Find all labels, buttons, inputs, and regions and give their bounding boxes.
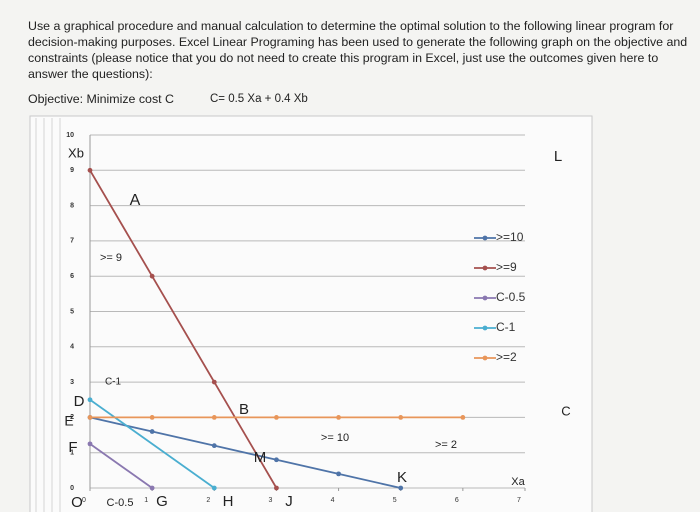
annotation: Xb bbox=[68, 145, 84, 160]
series-point bbox=[149, 415, 155, 420]
legend-marker bbox=[482, 235, 488, 241]
sheet-columns bbox=[35, 118, 61, 512]
legend-label: >=2 bbox=[496, 350, 517, 364]
x-tick-label: 1 bbox=[144, 497, 148, 504]
legend-marker bbox=[482, 295, 488, 301]
x-tick-label: 2 bbox=[206, 497, 210, 504]
series-point bbox=[211, 485, 217, 491]
legend-marker bbox=[482, 325, 488, 331]
y-tick-label: 7 bbox=[70, 238, 74, 245]
annotation: E bbox=[64, 413, 73, 429]
x-tick-label: 4 bbox=[331, 497, 335, 504]
annotation: M bbox=[254, 449, 267, 466]
x-tick-label: 5 bbox=[393, 497, 397, 504]
annotation: C-0.5 bbox=[107, 497, 134, 509]
series-point bbox=[460, 415, 466, 420]
annotation: C-1 bbox=[105, 377, 122, 388]
series-point bbox=[336, 471, 341, 477]
annotation: H bbox=[223, 493, 234, 510]
series-line bbox=[89, 399, 215, 489]
series-line bbox=[89, 443, 153, 489]
legend-label: >=10 bbox=[496, 230, 524, 244]
annotation: >= 9 bbox=[100, 252, 122, 264]
annotation: B bbox=[239, 401, 249, 418]
y-tick-label: 5 bbox=[70, 308, 74, 315]
legend-label: C-1 bbox=[496, 320, 516, 334]
annotation: F bbox=[68, 439, 77, 456]
annotation: >= 2 bbox=[435, 439, 457, 451]
series-point bbox=[274, 457, 279, 463]
x-tick-label: 3 bbox=[268, 497, 272, 504]
series-point bbox=[87, 167, 93, 173]
series-point bbox=[87, 441, 93, 447]
series-line bbox=[89, 416, 401, 489]
legend-marker bbox=[482, 355, 488, 361]
series-point bbox=[211, 443, 217, 449]
y-tick-label: 9 bbox=[70, 167, 74, 174]
annotation: A bbox=[130, 192, 141, 209]
y-tick-label: 6 bbox=[70, 273, 74, 280]
annotation: Xa bbox=[511, 476, 525, 488]
x-tick-label: 6 bbox=[455, 497, 459, 504]
annotation: L bbox=[554, 148, 562, 165]
y-tick-label: 1 bbox=[70, 450, 74, 457]
series-point bbox=[87, 415, 93, 420]
series-point bbox=[398, 415, 404, 420]
annotation: J bbox=[285, 493, 293, 510]
annotation: K bbox=[397, 469, 407, 486]
legend-label: C-0.5 bbox=[496, 290, 526, 304]
y-tick-label: 4 bbox=[70, 344, 74, 351]
series-point bbox=[149, 429, 155, 434]
objective-formula: C= 0.5 Xa + 0.4 Xb bbox=[210, 93, 308, 105]
annotation: O bbox=[71, 494, 83, 511]
question-text: Use a graphical procedure and manual cal… bbox=[28, 19, 688, 81]
series-point bbox=[274, 415, 279, 420]
legend-label: >=9 bbox=[496, 260, 517, 274]
series-point bbox=[274, 485, 279, 491]
annotation: C bbox=[561, 403, 570, 418]
series-point bbox=[149, 273, 155, 279]
y-tick-label: 0 bbox=[70, 485, 74, 492]
series-point bbox=[149, 485, 155, 491]
objective-label: Objective: Minimize cost C bbox=[28, 92, 174, 106]
y-tick-label: 10 bbox=[66, 132, 74, 139]
annotation: G bbox=[156, 493, 168, 510]
annotation: >= 10 bbox=[321, 432, 349, 444]
y-tick-label: 3 bbox=[70, 379, 74, 386]
series-line bbox=[89, 169, 278, 489]
series-point bbox=[211, 379, 217, 385]
x-tick-label: 7 bbox=[517, 497, 521, 504]
series-point bbox=[336, 415, 341, 420]
chart-area bbox=[29, 115, 593, 512]
series-point bbox=[398, 485, 404, 491]
y-tick-label: 2 bbox=[70, 414, 74, 421]
x-tick-label: 0 bbox=[82, 497, 86, 504]
series-point bbox=[211, 415, 217, 420]
annotation: D bbox=[74, 393, 85, 410]
legend-marker bbox=[482, 265, 488, 271]
series-point bbox=[87, 397, 93, 403]
y-tick-label: 8 bbox=[70, 202, 74, 209]
